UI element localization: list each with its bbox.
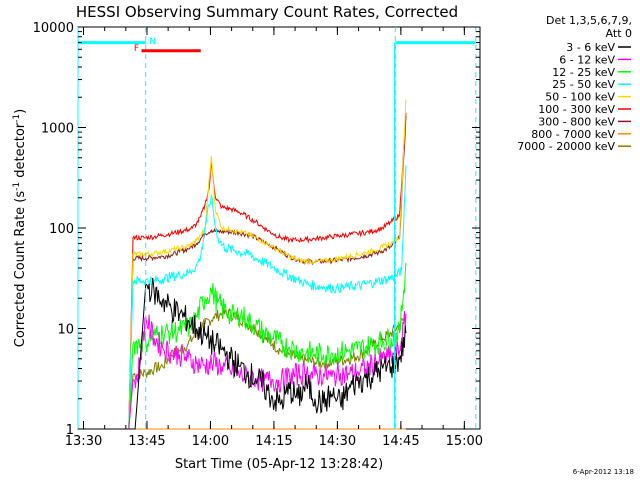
series-line [128, 262, 407, 430]
y-tick-label: 10 [57, 323, 74, 338]
y-tick-label: 10000 [33, 21, 74, 36]
legend-label: 7000 - 20000 keV [517, 140, 615, 153]
x-tick-label: 14:15 [255, 434, 292, 449]
legend-label: 25 - 50 keV [552, 78, 615, 91]
legend-label: 300 - 800 keV [538, 115, 615, 128]
x-tick-label: 14:30 [319, 434, 356, 449]
x-tick-label: 15:00 [446, 434, 483, 449]
flag-label: F [134, 44, 139, 54]
legend-attenuator: Att 0 [606, 27, 632, 40]
legend-label: 3 - 6 keV [566, 41, 615, 54]
x-tick-label: 13:45 [128, 434, 165, 449]
legend-label: 12 - 25 keV [552, 66, 615, 79]
x-axis-label: Start Time (05-Apr-12 13:28:42) [175, 457, 383, 472]
series-line [128, 115, 407, 430]
x-tick-label: 13:30 [65, 434, 102, 449]
y-tick-label: 1000 [41, 122, 74, 137]
y-axis-label: Corrected Count Rate (s-1 detector-1) [12, 109, 28, 347]
flag-label: N [149, 37, 156, 47]
legend-label: 6 - 12 keV [559, 53, 615, 66]
y-tick-label: 1 [66, 423, 74, 438]
legend-label: 800 - 7000 keV [531, 128, 615, 141]
x-tick-label: 14:45 [382, 434, 419, 449]
footer-timestamp: 6-Apr-2012 13:18 [573, 468, 634, 476]
annotation-layer: NF [77, 27, 477, 429]
chart-title: HESSI Observing Summary Count Rates, Cor… [76, 3, 458, 21]
series-line [128, 112, 407, 430]
series-line [128, 277, 407, 430]
legend-label: 50 - 100 keV [545, 91, 615, 104]
x-tick-label: 14:00 [192, 434, 229, 449]
axis-layer: 1 10 100 1000 10000 13:30 13:45 14:00 14:15 14:30… [33, 21, 483, 449]
series-line [128, 310, 407, 430]
series-line [128, 99, 407, 430]
legend-label: 100 - 300 keV [538, 103, 615, 116]
series-layer [128, 99, 407, 430]
legend-title: Det 1,3,5,6,7,9, [546, 14, 632, 27]
series-line [128, 165, 407, 430]
y-tick-label: 100 [49, 222, 74, 237]
